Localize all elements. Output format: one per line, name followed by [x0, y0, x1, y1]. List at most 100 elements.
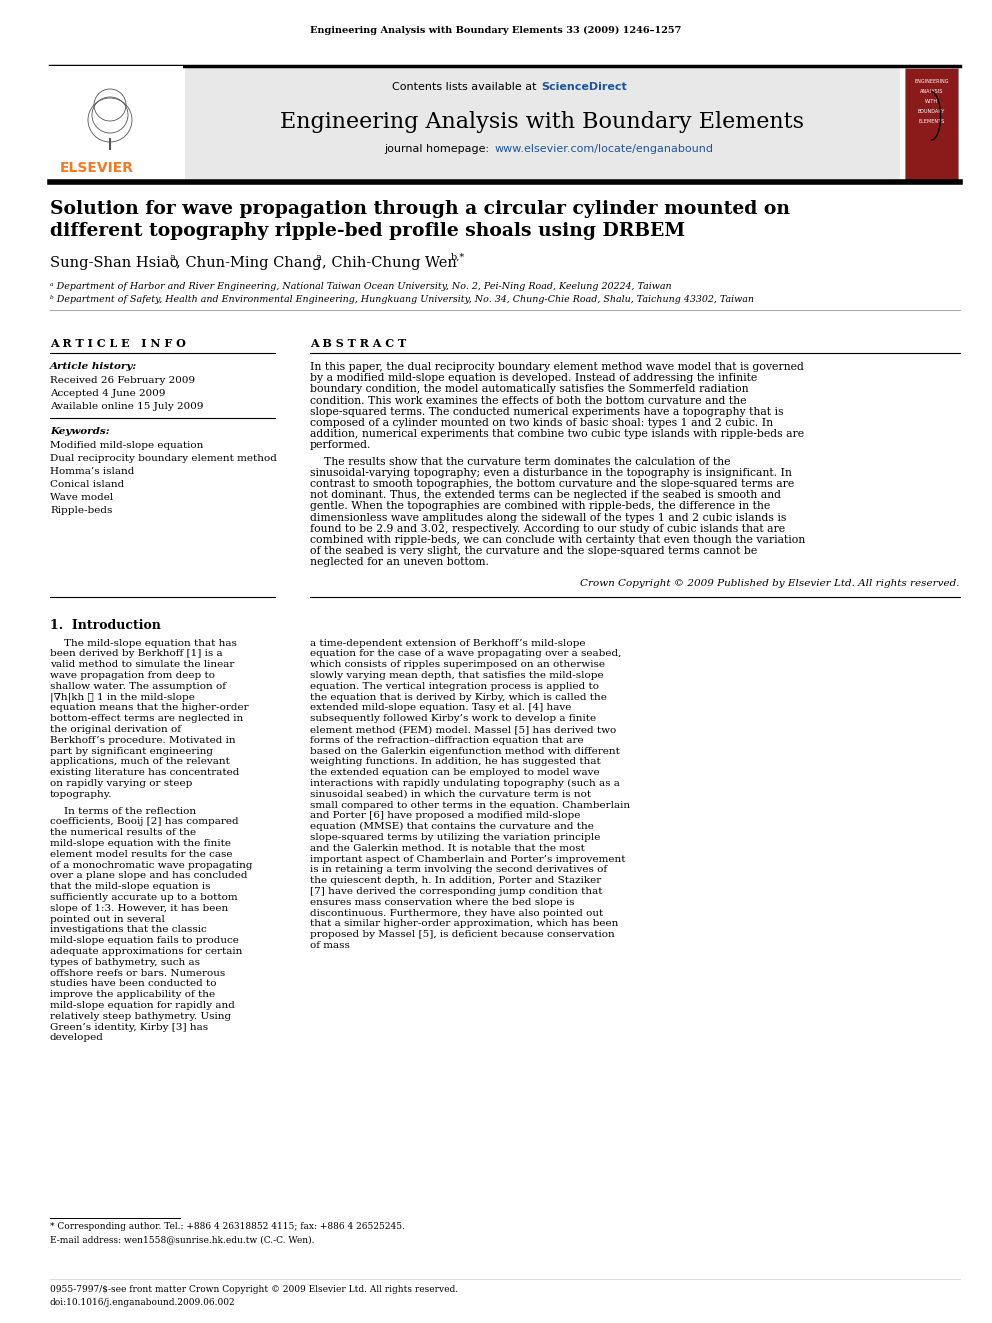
- Text: composed of a cylinder mounted on two kinds of basic shoal: types 1 and 2 cubic.: composed of a cylinder mounted on two ki…: [310, 418, 773, 429]
- Text: relatively steep bathymetry. Using: relatively steep bathymetry. Using: [50, 1012, 231, 1021]
- Bar: [905, 67, 958, 180]
- Text: neglected for an uneven bottom.: neglected for an uneven bottom.: [310, 557, 489, 568]
- Text: slowly varying mean depth, that satisfies the mild-slope: slowly varying mean depth, that satisfie…: [310, 671, 603, 680]
- Text: combined with ripple-beds, we can conclude with certainty that even though the v: combined with ripple-beds, we can conclu…: [310, 534, 806, 545]
- Text: Modified mild-slope equation: Modified mild-slope equation: [50, 441, 203, 450]
- Text: improve the applicability of the: improve the applicability of the: [50, 990, 215, 999]
- Text: Available online 15 July 2009: Available online 15 July 2009: [50, 402, 203, 411]
- Text: Accepted 4 June 2009: Accepted 4 June 2009: [50, 389, 166, 398]
- Text: 0955-7997/$-see front matter Crown Copyright © 2009 Elsevier Ltd. All rights res: 0955-7997/$-see front matter Crown Copyr…: [50, 1285, 458, 1294]
- Text: mild-slope equation for rapidly and: mild-slope equation for rapidly and: [50, 1002, 235, 1009]
- Text: part by significant engineering: part by significant engineering: [50, 746, 213, 755]
- Text: a: a: [315, 253, 320, 262]
- Text: not dominant. Thus, the extended terms can be neglected if the seabed is smooth : not dominant. Thus, the extended terms c…: [310, 491, 781, 500]
- Text: which consists of ripples superimposed on an otherwise: which consists of ripples superimposed o…: [310, 660, 605, 669]
- Text: the numerical results of the: the numerical results of the: [50, 828, 196, 837]
- Text: ᵃ Department of Harbor and River Engineering, National Taiwan Ocean University, : ᵃ Department of Harbor and River Enginee…: [50, 282, 672, 291]
- Text: , Chih-Chung Wen: , Chih-Chung Wen: [322, 255, 461, 270]
- Text: ENGINEERING: ENGINEERING: [915, 79, 948, 83]
- Text: Conical island: Conical island: [50, 480, 124, 490]
- Text: of the seabed is very slight, the curvature and the slope-squared terms cannot b: of the seabed is very slight, the curvat…: [310, 546, 757, 556]
- Text: The mild-slope equation that has: The mild-slope equation that has: [64, 639, 237, 647]
- Text: a: a: [169, 253, 175, 262]
- Text: equation. The vertical integration process is applied to: equation. The vertical integration proce…: [310, 681, 599, 691]
- Text: the extended equation can be employed to model wave: the extended equation can be employed to…: [310, 769, 599, 777]
- Text: ScienceDirect: ScienceDirect: [541, 82, 627, 93]
- Text: element model results for the case: element model results for the case: [50, 849, 232, 859]
- Text: different topography ripple-bed profile shoals using DRBEM: different topography ripple-bed profile …: [50, 222, 685, 239]
- Text: The results show that the curvature term dominates the calculation of the: The results show that the curvature term…: [324, 456, 730, 467]
- Text: pointed out in several: pointed out in several: [50, 914, 165, 923]
- Text: performed.: performed.: [310, 441, 371, 450]
- Text: ᵇ Department of Safety, Health and Environmental Engineering, Hungkuang Universi: ᵇ Department of Safety, Health and Envir…: [50, 295, 754, 304]
- Text: slope-squared terms by utilizing the variation principle: slope-squared terms by utilizing the var…: [310, 833, 600, 841]
- Text: Keywords:: Keywords:: [50, 427, 110, 437]
- Text: b,*: b,*: [451, 253, 465, 262]
- Text: slope of 1:3. However, it has been: slope of 1:3. However, it has been: [50, 904, 228, 913]
- Text: sufficiently accurate up to a bottom: sufficiently accurate up to a bottom: [50, 893, 238, 902]
- Text: by a modified mild-slope equation is developed. Instead of addressing the infini: by a modified mild-slope equation is dev…: [310, 373, 757, 384]
- Text: [7] have derived the corresponding jump condition that: [7] have derived the corresponding jump …: [310, 886, 602, 896]
- Text: and the Galerkin method. It is notable that the most: and the Galerkin method. It is notable t…: [310, 844, 585, 853]
- Text: Contents lists available at: Contents lists available at: [392, 82, 540, 93]
- Text: ANALYSIS: ANALYSIS: [920, 89, 943, 94]
- Text: that a similar higher-order approximation, which has been: that a similar higher-order approximatio…: [310, 919, 618, 929]
- Text: addition, numerical experiments that combine two cubic type islands with ripple-: addition, numerical experiments that com…: [310, 429, 805, 439]
- Text: that the mild-slope equation is: that the mild-slope equation is: [50, 882, 210, 892]
- Text: proposed by Massel [5], is deficient because conservation: proposed by Massel [5], is deficient bec…: [310, 930, 615, 939]
- Text: slope-squared terms. The conducted numerical experiments have a topography that : slope-squared terms. The conducted numer…: [310, 406, 784, 417]
- Bar: [38, 66, 183, 183]
- Text: equation (MMSE) that contains the curvature and the: equation (MMSE) that contains the curvat…: [310, 822, 594, 831]
- Text: topography.: topography.: [50, 790, 112, 799]
- Text: www.elsevier.com/locate/enganabound: www.elsevier.com/locate/enganabound: [494, 144, 713, 153]
- Text: mild-slope equation with the finite: mild-slope equation with the finite: [50, 839, 231, 848]
- Text: coefficients, Booij [2] has compared: coefficients, Booij [2] has compared: [50, 818, 239, 827]
- Text: of a monochromatic wave propagating: of a monochromatic wave propagating: [50, 860, 253, 869]
- Text: equation means that the higher-order: equation means that the higher-order: [50, 704, 249, 712]
- Text: journal homepage:: journal homepage:: [384, 144, 492, 153]
- Text: sinusoidal-varying topography; even a disturbance in the topography is insignifi: sinusoidal-varying topography; even a di…: [310, 468, 792, 478]
- Text: of mass: of mass: [310, 941, 350, 950]
- Text: applications, much of the relevant: applications, much of the relevant: [50, 757, 230, 766]
- Text: ensures mass conservation where the bed slope is: ensures mass conservation where the bed …: [310, 898, 574, 906]
- Text: forms of the refraction–diffraction equation that are: forms of the refraction–diffraction equa…: [310, 736, 583, 745]
- Text: interactions with rapidly undulating topography (such as a: interactions with rapidly undulating top…: [310, 779, 620, 789]
- Text: Ripple-beds: Ripple-beds: [50, 505, 112, 515]
- Text: the original derivation of: the original derivation of: [50, 725, 181, 734]
- Text: adequate approximations for certain: adequate approximations for certain: [50, 947, 242, 957]
- Text: Solution for wave propagation through a circular cylinder mounted on: Solution for wave propagation through a …: [50, 200, 790, 218]
- Text: investigations that the classic: investigations that the classic: [50, 925, 206, 934]
- Text: element method (FEM) model. Massel [5] has derived two: element method (FEM) model. Massel [5] h…: [310, 725, 616, 734]
- Text: is in retaining a term involving the second derivatives of: is in retaining a term involving the sec…: [310, 865, 607, 875]
- Text: types of bathymetry, such as: types of bathymetry, such as: [50, 958, 200, 967]
- Text: shallow water. The assumption of: shallow water. The assumption of: [50, 681, 226, 691]
- Text: developed: developed: [50, 1033, 104, 1043]
- Text: weighting functions. In addition, he has suggested that: weighting functions. In addition, he has…: [310, 757, 601, 766]
- Text: on rapidly varying or steep: on rapidly varying or steep: [50, 779, 192, 789]
- Text: discontinuous. Furthermore, they have also pointed out: discontinuous. Furthermore, they have al…: [310, 909, 603, 918]
- Text: ELEMENTS: ELEMENTS: [919, 119, 944, 124]
- Text: A B S T R A C T: A B S T R A C T: [310, 337, 407, 349]
- Text: existing literature has concentrated: existing literature has concentrated: [50, 769, 239, 777]
- Text: and Porter [6] have proposed a modified mild-slope: and Porter [6] have proposed a modified …: [310, 811, 580, 820]
- Bar: [185, 66, 900, 183]
- Text: subsequently followed Kirby’s work to develop a finite: subsequently followed Kirby’s work to de…: [310, 714, 596, 724]
- Text: gentle. When the topographies are combined with ripple-beds, the difference in t: gentle. When the topographies are combin…: [310, 501, 770, 512]
- Text: WITH: WITH: [925, 99, 938, 105]
- Text: Green’s identity, Kirby [3] has: Green’s identity, Kirby [3] has: [50, 1023, 208, 1032]
- Text: bottom-effect terms are neglected in: bottom-effect terms are neglected in: [50, 714, 243, 724]
- Text: ELSEVIER: ELSEVIER: [60, 161, 134, 175]
- Text: important aspect of Chamberlain and Porter’s improvement: important aspect of Chamberlain and Port…: [310, 855, 626, 864]
- Text: |∇h|kh ≪ 1 in the mild-slope: |∇h|kh ≪ 1 in the mild-slope: [50, 693, 194, 703]
- Text: condition. This work examines the effects of both the bottom curvature and the: condition. This work examines the effect…: [310, 396, 747, 406]
- Text: valid method to simulate the linear: valid method to simulate the linear: [50, 660, 234, 669]
- Text: Wave model: Wave model: [50, 493, 113, 501]
- Text: A R T I C L E   I N F O: A R T I C L E I N F O: [50, 337, 186, 349]
- Text: Homma’s island: Homma’s island: [50, 467, 134, 476]
- Text: Sung-Shan Hsiao: Sung-Shan Hsiao: [50, 255, 179, 270]
- Text: Crown Copyright © 2009 Published by Elsevier Ltd. All rights reserved.: Crown Copyright © 2009 Published by Else…: [580, 578, 960, 587]
- Text: 1.  Introduction: 1. Introduction: [50, 619, 161, 631]
- Text: Article history:: Article history:: [50, 363, 137, 370]
- Text: BOUNDARY: BOUNDARY: [918, 108, 945, 114]
- Text: over a plane slope and has concluded: over a plane slope and has concluded: [50, 872, 247, 880]
